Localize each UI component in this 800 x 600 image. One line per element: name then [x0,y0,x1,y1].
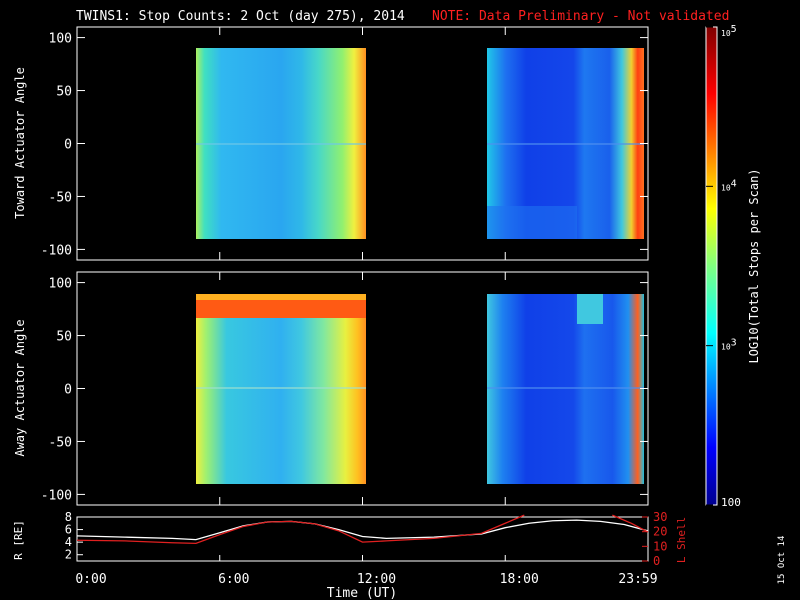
orbit-y-tick-label: 4 [65,535,72,549]
orbit-series-line [612,514,649,533]
side-date-stamp: 15 Oct 14 [777,536,787,585]
away-block-1-top-band [196,294,366,300]
x-tick-label: 6:00 [218,572,249,587]
y-tick-label: 100 [49,32,72,47]
x-tick-label: 18:00 [500,572,539,587]
x-tick-label: 12:00 [357,572,396,587]
toward-block-2-lower [487,206,577,239]
orbit-y-tick-right-label: 20 [653,525,667,539]
x-tick-label: 23:59 [618,572,657,587]
y-tick-label: -100 [41,488,72,503]
orbit-y-tick-label: 2 [65,548,72,562]
panel-away-ylabel: Away Actuator Angle [13,319,27,456]
y-tick-label: -100 [41,243,72,258]
y-tick-label: -50 [49,435,72,450]
y-tick-label: 50 [56,330,72,345]
y-tick-label: 0 [64,138,72,153]
colorbar-gradient [705,26,718,506]
colorbar-label: LOG10(Total Stops per Scan) [747,168,761,363]
preliminary-note: NOTE: Data Preliminary - Not validated [432,9,729,24]
y-tick-label: -50 [49,190,72,205]
orbit-series-line [76,514,525,545]
orbit-y-tick-right-label: 30 [653,510,667,524]
x-tick-label: 0:00 [75,572,106,587]
orbit-left-ylabel: R [RE] [12,520,25,560]
colorbar-tick-label: 105 [721,24,737,38]
panel-orbit-frame [76,516,649,562]
x-axis-label: Time (UT) [327,586,397,600]
orbit-y-tick-label: 6 [65,523,72,537]
away-block-1-red-band [196,300,366,318]
y-tick-label: 100 [49,277,72,292]
away-block-2-patch [577,294,603,324]
panel-toward: Toward Actuator Angle 100 50 0 -50 -100 [13,26,649,261]
orbit-series-line [76,519,649,541]
panel-away: Away Actuator Angle 100 50 0 -50 -100 [13,271,649,506]
colorbar: LOG10(Total Stops per Scan) 100 103 104 105 [705,24,761,509]
orbit-right-ylabel: L Shell [675,517,688,563]
orbit-y-tick-right-label: 10 [653,539,667,553]
y-tick-label: 50 [56,85,72,100]
colorbar-tick-label: 104 [721,178,737,192]
orbit-y-tick-right-label: 0 [653,554,660,568]
colorbar-tick-label: 103 [721,338,737,352]
y-tick-label: 0 [64,383,72,398]
chart-title: TWINS1: Stop Counts: 2 Oct (day 275), 20… [76,9,405,24]
orbit-y-tick-label: 8 [65,510,72,524]
panel-toward-ylabel: Toward Actuator Angle [13,67,27,219]
colorbar-tick-label: 100 [721,496,741,509]
